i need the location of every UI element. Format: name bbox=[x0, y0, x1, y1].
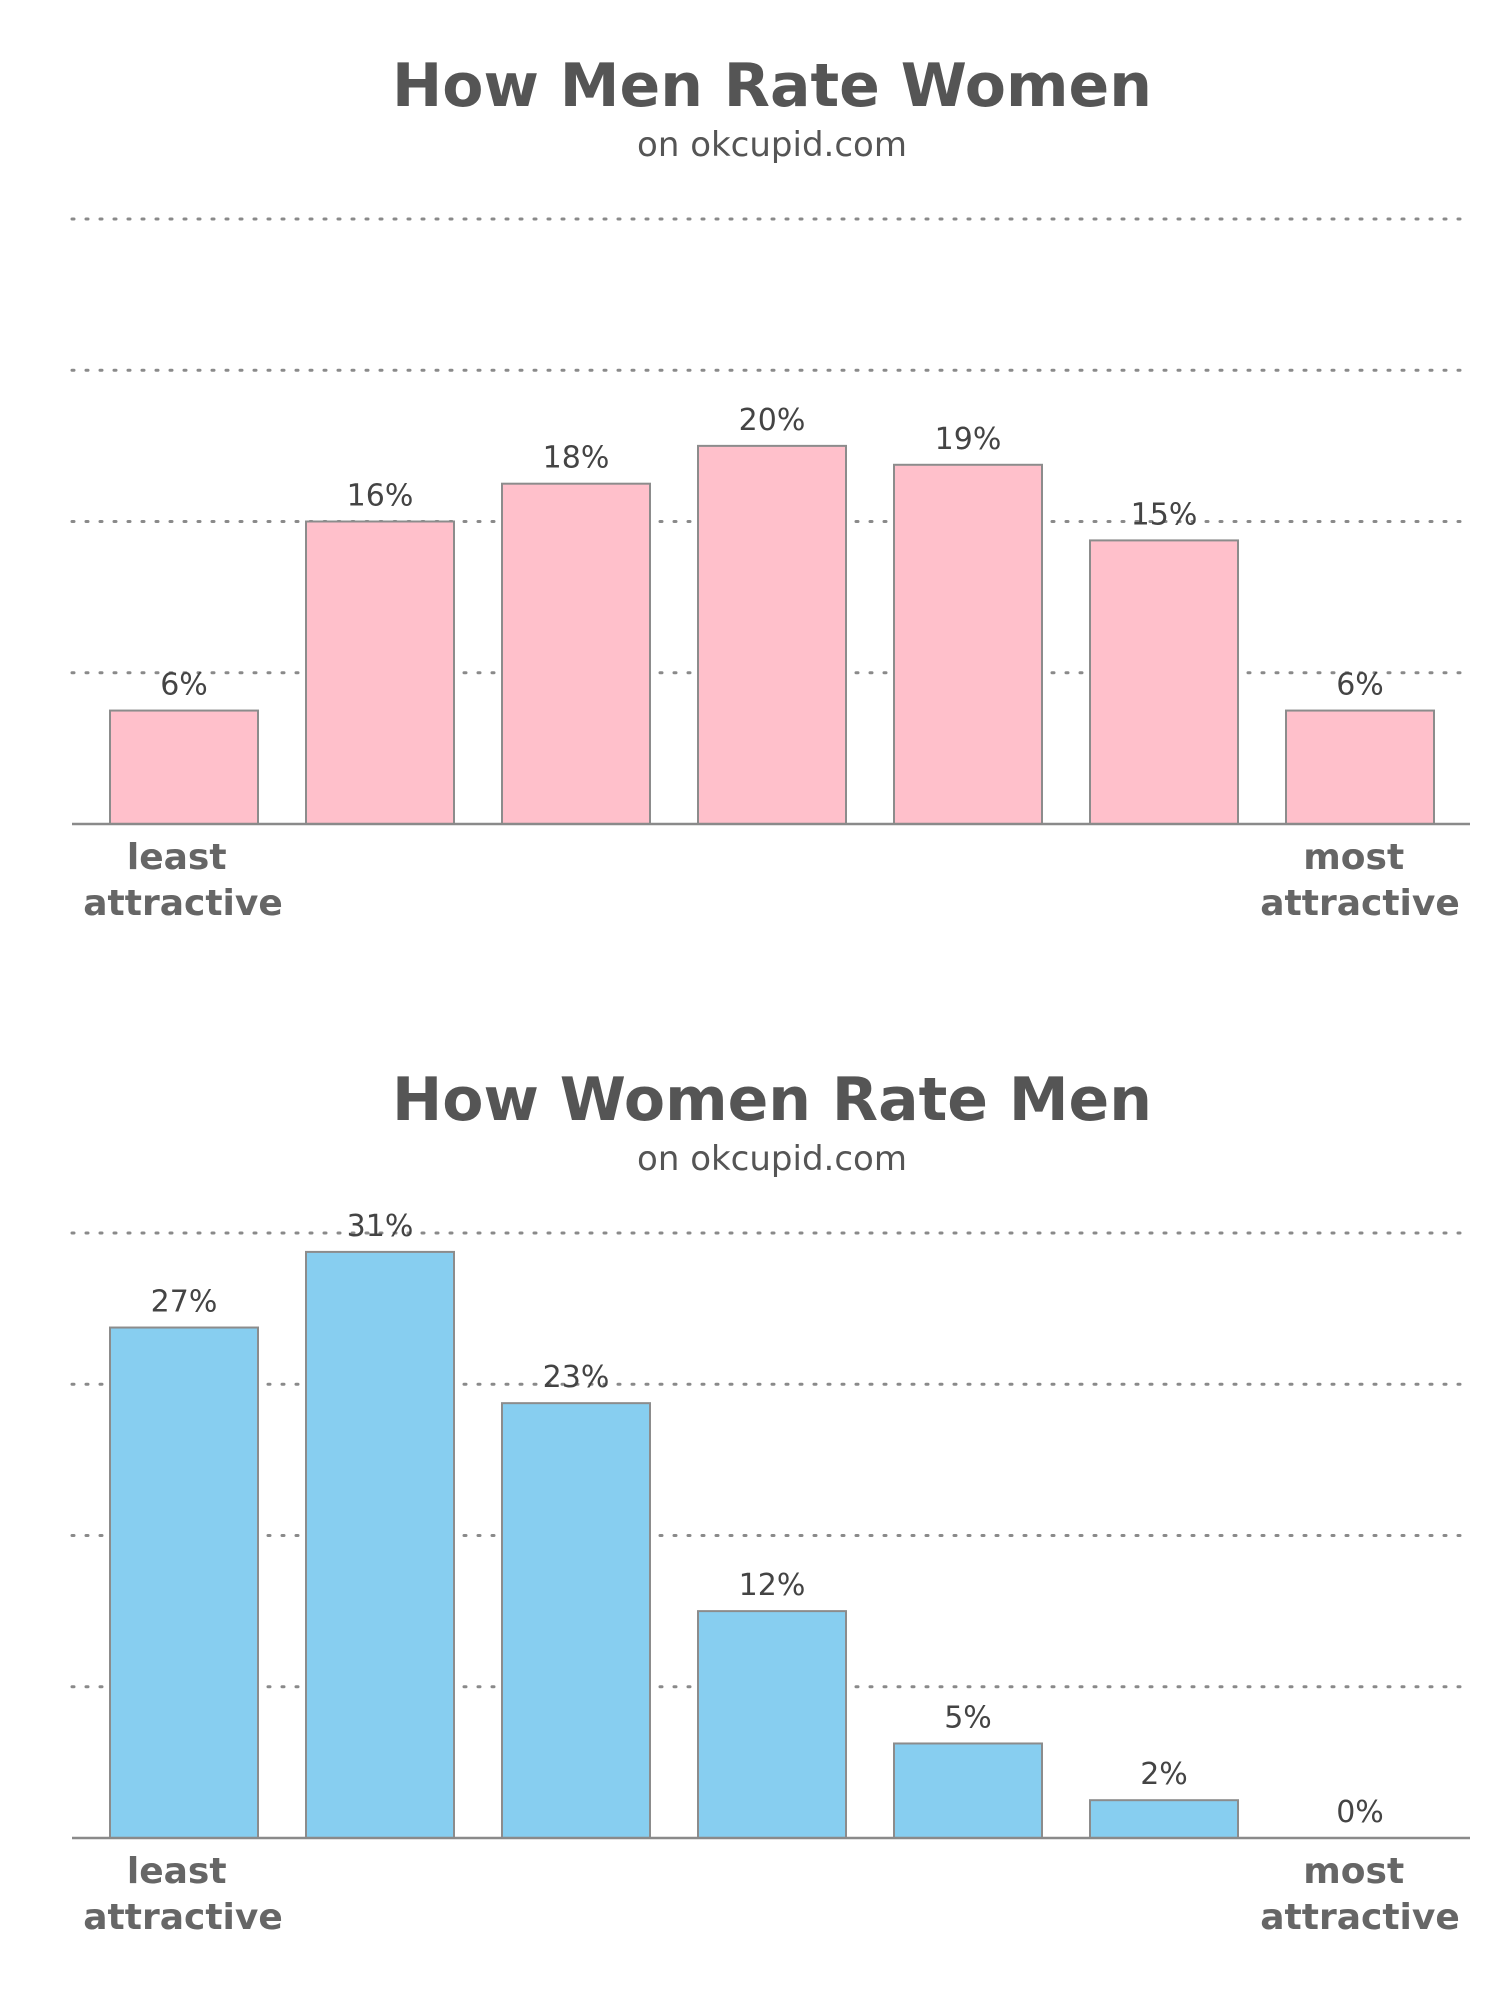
value-label-3: 23% bbox=[543, 1360, 610, 1395]
bar-4 bbox=[697, 444, 847, 825]
bar-2 bbox=[305, 520, 455, 825]
x-axis-start-label-line2: attractive bbox=[83, 1897, 283, 1938]
chart-title: How Men Rate Women bbox=[392, 51, 1152, 121]
bar-5 bbox=[893, 1742, 1043, 1839]
value-label-3: 18% bbox=[543, 441, 610, 476]
bar-3 bbox=[501, 1402, 651, 1839]
value-label-6: 2% bbox=[1140, 1757, 1188, 1792]
bar-6 bbox=[1089, 539, 1239, 825]
value-label-7: 0% bbox=[1336, 1795, 1384, 1830]
value-label-6: 15% bbox=[1131, 497, 1198, 532]
x-axis-end-label-line2: attractive bbox=[1260, 1897, 1460, 1938]
value-label-1: 6% bbox=[160, 668, 208, 703]
value-label-5: 19% bbox=[935, 422, 1002, 457]
value-label-5: 5% bbox=[944, 1700, 992, 1735]
bar-3 bbox=[501, 482, 651, 825]
chart-subtitle: on okcupid.com bbox=[637, 1139, 907, 1179]
x-axis-end-label-line1: most bbox=[1303, 837, 1404, 878]
bar-7 bbox=[1285, 709, 1435, 825]
x-axis-end-label: most attractive bbox=[1260, 837, 1460, 924]
bar-6 bbox=[1089, 1799, 1239, 1839]
chart-subtitle: on okcupid.com bbox=[637, 125, 907, 165]
value-labels: 27% 31% 23% 12% 5% 2% 0% bbox=[151, 1209, 1384, 1830]
value-label-2: 16% bbox=[347, 479, 414, 514]
men-rate-women-chart: How Men Rate Women on okcupid.com 6% 16% 1… bbox=[70, 51, 1472, 924]
value-label-1: 27% bbox=[151, 1285, 218, 1320]
bar-1 bbox=[109, 709, 259, 825]
x-axis-start-label-line2: attractive bbox=[83, 883, 283, 924]
bar-4 bbox=[697, 1610, 847, 1839]
bar-1 bbox=[109, 1326, 259, 1839]
value-labels: 6% 16% 18% 20% 19% 15% 6% bbox=[160, 403, 1384, 703]
bars bbox=[109, 1250, 1239, 1839]
bar-5 bbox=[893, 463, 1043, 825]
x-axis-end-label-line2: attractive bbox=[1260, 883, 1460, 924]
value-label-4: 20% bbox=[739, 403, 806, 438]
women-rate-men-chart: How Women Rate Men on okcupid.com 27% 31%… bbox=[70, 1065, 1472, 1938]
value-label-2: 31% bbox=[347, 1209, 414, 1244]
bars bbox=[109, 444, 1435, 825]
chart-title: How Women Rate Men bbox=[392, 1065, 1152, 1135]
x-axis-start-label: least attractive bbox=[83, 1851, 283, 1938]
x-axis-start-label-line1: least bbox=[127, 1851, 227, 1892]
x-axis-start-label: least attractive bbox=[83, 837, 283, 924]
x-axis-end-label: most attractive bbox=[1260, 1851, 1460, 1938]
value-label-4: 12% bbox=[739, 1568, 806, 1603]
x-axis-start-label-line1: least bbox=[127, 837, 227, 878]
value-label-7: 6% bbox=[1336, 668, 1384, 703]
x-axis-end-label-line1: most bbox=[1303, 1851, 1404, 1892]
bar-2 bbox=[305, 1250, 455, 1839]
